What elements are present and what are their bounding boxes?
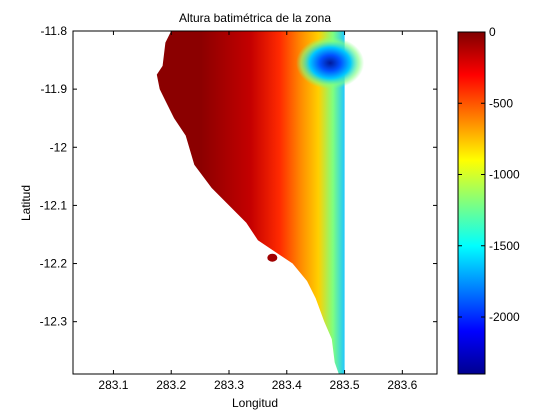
y-axis-label: Latitud (19, 185, 33, 221)
x-tick-label: 283.4 (272, 378, 302, 392)
x-tick-label: 283.3 (214, 378, 244, 392)
y-tick-label: -12.2 (40, 257, 68, 271)
x-tick-label: 283.6 (387, 378, 417, 392)
y-tick-label: -12.3 (40, 315, 68, 329)
x-tick-label: 283.5 (330, 378, 360, 392)
y-tick-label: -12.1 (40, 198, 68, 212)
y-tick-label: -11.9 (41, 82, 68, 96)
colorbar-tick-label: -1500 (489, 239, 520, 253)
x-axis-label: Longitud (232, 396, 278, 410)
y-tick-label: -12 (50, 140, 68, 154)
colorbar-tick-label: -500 (489, 96, 513, 110)
chart-title: Altura batimétrica de la zona (179, 11, 331, 25)
deep-basin (296, 37, 364, 89)
island (267, 254, 277, 262)
x-tick-label: 283.1 (98, 378, 128, 392)
colorbar: 0 -500 -1000 -1500 -2000 (458, 25, 520, 374)
colorbar-tick-label: -2000 (489, 310, 520, 324)
colorbar-gradient (458, 32, 485, 374)
x-tick-label: 283.2 (156, 378, 186, 392)
colorbar-tick-label: 0 (489, 25, 496, 39)
y-tick-label: -11.8 (41, 24, 68, 38)
colorbar-tick-label: -1000 (489, 168, 520, 182)
